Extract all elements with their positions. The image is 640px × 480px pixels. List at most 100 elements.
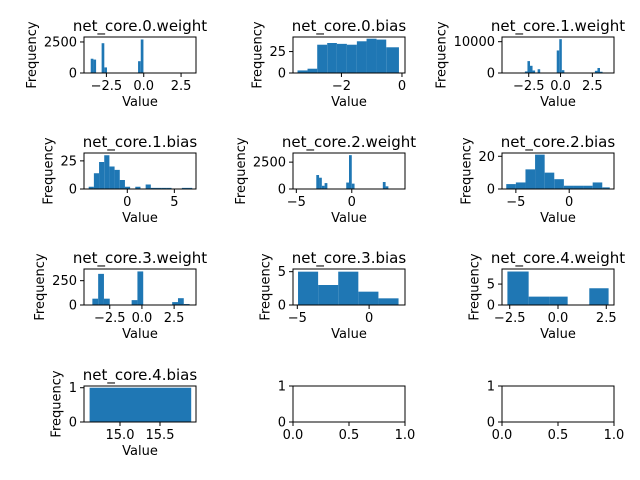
x-tick-label: 0.0 (283, 428, 304, 443)
subplot-title: net_core.2.weight (282, 133, 416, 152)
histogram-bar (172, 302, 178, 305)
histogram-bar (524, 71, 528, 73)
histogram-bar (319, 177, 322, 189)
x-tick-label: 0.0 (550, 79, 571, 94)
axes-frame (501, 36, 615, 74)
x-tick-label: −5 (506, 195, 525, 210)
axes-frame (501, 385, 615, 423)
histogram-bar (98, 273, 104, 305)
histogram-bar (597, 67, 600, 73)
histogram-bar (318, 285, 339, 305)
subplot: −2.5 0.0 2.5 0 250 net_core.3.weight Value Freq… (33, 249, 207, 342)
histogram-bar (351, 183, 355, 189)
y-tick-label: 0 (278, 299, 286, 314)
histogram-bar (307, 68, 318, 73)
y-tick-label: 25 (269, 45, 286, 60)
y-tick-label: 0 (278, 183, 286, 198)
x-tick-label: −2.5 (91, 79, 123, 94)
x-tick-label: 0.0 (492, 428, 513, 443)
subplot: −5 0 0 20 net_core.2.bias Value Frequency (459, 133, 615, 226)
x-tick-label: 1.0 (395, 428, 416, 443)
x-tick-label: 0.0 (132, 311, 153, 326)
axes-frame (83, 268, 197, 306)
y-axis-label: Frequency (41, 137, 56, 204)
histogram-bar (150, 187, 156, 189)
histogram-bar (297, 70, 308, 73)
histogram-bar (573, 185, 584, 189)
x-tick-label: −2.5 (94, 311, 126, 326)
y-axis-label: Frequency (259, 253, 274, 320)
x-axis-label: Value (540, 327, 576, 342)
subplot-title: net_core.3.bias (292, 249, 407, 268)
histogram-bar (104, 67, 107, 73)
y-tick-label: 0 (69, 183, 77, 198)
x-tick-label: −2.5 (513, 79, 545, 94)
histogram-bar (166, 187, 172, 189)
histogram-bar (99, 162, 105, 189)
histogram-bar (506, 184, 516, 189)
x-tick-label: 2.5 (164, 311, 185, 326)
x-axis-label: Value (122, 95, 158, 110)
subplot: 15.0 15.5 0 1 net_core.4.bias Value Frequency (50, 366, 198, 459)
y-tick-label: 20 (478, 150, 495, 165)
subplot-title: net_core.1.bias (83, 133, 198, 152)
histogram-bar (92, 298, 99, 305)
x-axis-label: Value (122, 327, 158, 342)
histogram-bar (138, 61, 141, 73)
histogram-bar (583, 185, 593, 189)
histogram-bar (549, 296, 568, 305)
axes-frame (292, 152, 406, 190)
y-tick-label: 0 (487, 299, 495, 314)
y-tick-label: 10000 (454, 35, 495, 50)
x-tick-label: 0 (398, 79, 406, 94)
y-axis-label: Frequency (435, 21, 450, 88)
histogram-bar (600, 71, 603, 73)
histogram-bar (378, 298, 399, 305)
x-axis-label: Value (331, 327, 367, 342)
histogram-bar (376, 39, 387, 73)
histogram-bar (525, 169, 536, 189)
histogram-bar (336, 43, 347, 73)
x-axis-label: Value (122, 211, 158, 226)
histogram-bar (537, 69, 541, 73)
histogram-bar (382, 182, 386, 189)
histogram-bar (592, 182, 603, 189)
y-tick-label: 0 (69, 67, 77, 82)
axes-frame (83, 385, 197, 423)
y-axis-label: Frequency (468, 253, 483, 320)
y-tick-label: 1 (487, 380, 495, 395)
x-tick-label: 0.0 (133, 79, 154, 94)
histogram-bar (589, 288, 609, 305)
x-tick-label: 2.5 (171, 79, 192, 94)
histogram-bar (161, 187, 167, 189)
x-tick-label: 15.5 (146, 428, 175, 443)
histogram-bar (515, 182, 526, 189)
histogram-bar (137, 271, 144, 305)
x-tick-label: 2.5 (596, 311, 617, 326)
y-tick-label: 1 (278, 380, 286, 395)
histogram-bar (563, 185, 574, 189)
histogram-bar (103, 298, 110, 305)
histogram-bar (119, 180, 125, 189)
y-axis-label: Frequency (234, 137, 249, 204)
histogram-bar (104, 155, 110, 189)
x-tick-label: 15.0 (106, 428, 135, 443)
histogram-bar (532, 70, 536, 73)
histogram-bar (559, 39, 562, 73)
histogram-bar (594, 70, 598, 73)
y-axis-label: Frequency (25, 21, 40, 88)
axes-frame (292, 36, 406, 74)
subplot-title: net_core.1.weight (491, 17, 625, 36)
y-tick-label: 2500 (44, 35, 77, 50)
x-tick-label: −5 (288, 311, 307, 326)
x-tick-label: 0 (348, 195, 356, 210)
histogram-bar (338, 271, 359, 305)
histogram-bar (177, 298, 184, 305)
histogram-bar (554, 179, 564, 189)
y-tick-label: 0 (278, 67, 286, 82)
y-tick-label: 25 (60, 154, 77, 169)
y-tick-label: 0 (69, 299, 77, 314)
